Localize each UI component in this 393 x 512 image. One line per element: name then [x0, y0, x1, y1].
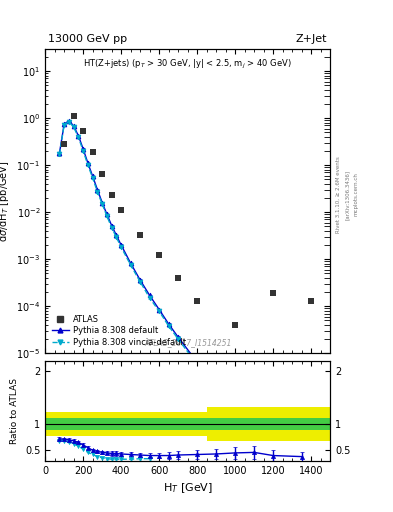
Line: ATLAS: ATLAS: [61, 113, 314, 328]
ATLAS: [157, 252, 162, 259]
ATLAS: [233, 322, 237, 328]
Text: mcplots.cern.ch: mcplots.cern.ch: [354, 173, 359, 217]
Text: Z+Jet: Z+Jet: [296, 34, 327, 44]
X-axis label: H$_{T}$ [GeV]: H$_{T}$ [GeV]: [163, 481, 213, 495]
ATLAS: [109, 192, 114, 198]
ATLAS: [271, 290, 275, 296]
ATLAS: [176, 275, 180, 281]
Text: ATLAS_2017_I1514251: ATLAS_2017_I1514251: [144, 338, 231, 347]
Y-axis label: d$\sigma$/dH$_T$ [pb/GeV]: d$\sigma$/dH$_T$ [pb/GeV]: [0, 160, 11, 242]
Text: 13000 GeV pp: 13000 GeV pp: [48, 34, 127, 44]
Text: HT(Z+jets) (p$_{T}$ > 30 GeV, |y| < 2.5, m$_{j}$ > 40 GeV): HT(Z+jets) (p$_{T}$ > 30 GeV, |y| < 2.5,…: [83, 58, 292, 71]
ATLAS: [81, 129, 86, 135]
ATLAS: [62, 141, 66, 147]
Text: Rivet 3.1.10, ≥ 2.6M events: Rivet 3.1.10, ≥ 2.6M events: [336, 156, 341, 233]
ATLAS: [90, 149, 95, 155]
Legend: ATLAS, Pythia 8.308 default, Pythia 8.308 vincia-default: ATLAS, Pythia 8.308 default, Pythia 8.30…: [50, 312, 188, 349]
Text: [arXiv:1306.3436]: [arXiv:1306.3436]: [345, 169, 350, 220]
ATLAS: [100, 171, 105, 177]
ATLAS: [119, 207, 123, 214]
ATLAS: [195, 298, 200, 304]
ATLAS: [138, 232, 143, 238]
ATLAS: [309, 298, 314, 304]
ATLAS: [72, 113, 76, 119]
Y-axis label: Ratio to ATLAS: Ratio to ATLAS: [10, 378, 19, 444]
